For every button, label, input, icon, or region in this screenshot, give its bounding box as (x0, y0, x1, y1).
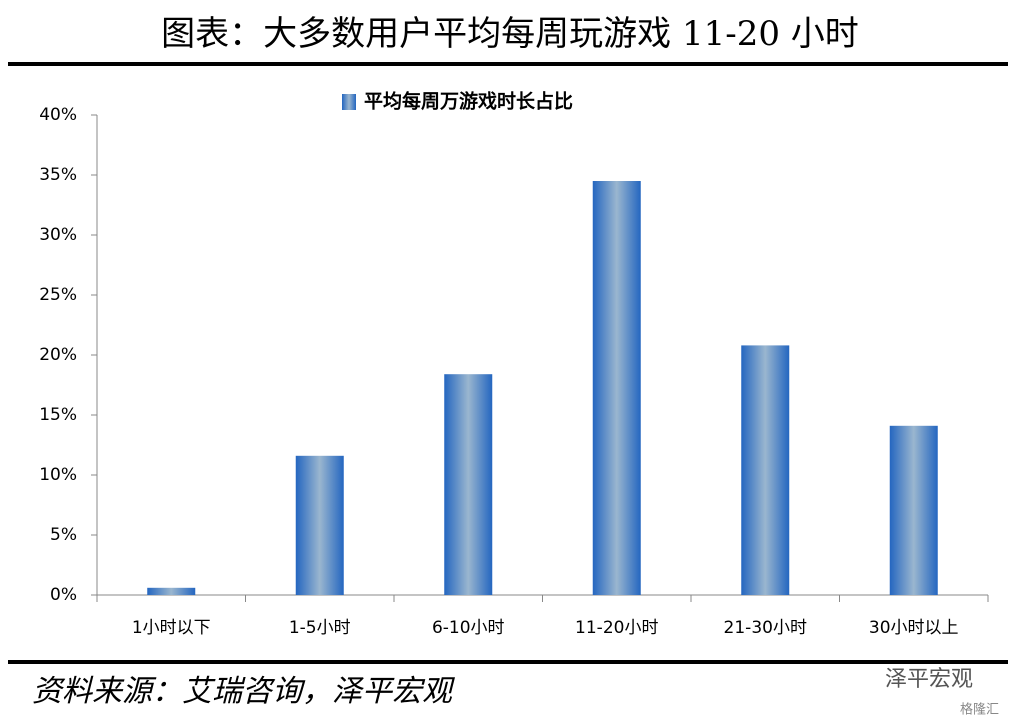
y-tick-label: 25% (39, 285, 77, 305)
bar (147, 587, 196, 595)
logo: 格隆汇 (960, 702, 999, 718)
y-tick-label: 0% (50, 585, 77, 605)
bar (444, 374, 493, 595)
bar (295, 455, 344, 595)
x-tick-label: 1小时以下 (132, 618, 211, 638)
bar (889, 425, 938, 595)
y-tick-label: 5% (50, 525, 77, 545)
x-tick-label: 6-10小时 (432, 618, 505, 638)
y-tick-label: 35% (39, 165, 77, 185)
bar (592, 181, 641, 595)
bar (741, 345, 790, 595)
y-tick-label: 30% (39, 225, 77, 245)
legend-swatch (342, 94, 356, 110)
y-tick-label: 10% (39, 465, 77, 485)
y-tick-label: 40% (39, 105, 77, 125)
legend-label: 平均每周万游戏时长占比 (364, 90, 573, 113)
x-tick-label: 21-30小时 (724, 618, 807, 638)
x-tick-label: 30小时以上 (869, 618, 959, 638)
watermark: 泽平宏观 (885, 667, 973, 692)
chart-title: 图表：大多数用户平均每周玩游戏 11-20 小时 (161, 14, 859, 54)
y-tick-label: 20% (39, 345, 77, 365)
x-tick-label: 1-5小时 (289, 618, 351, 638)
y-tick-label: 15% (39, 405, 77, 425)
header-rule (8, 62, 1008, 66)
x-tick-label: 11-20小时 (575, 618, 658, 638)
footer-rule (8, 660, 1008, 664)
source: 资料来源：艾瑞咨询，泽平宏观 (32, 674, 455, 709)
